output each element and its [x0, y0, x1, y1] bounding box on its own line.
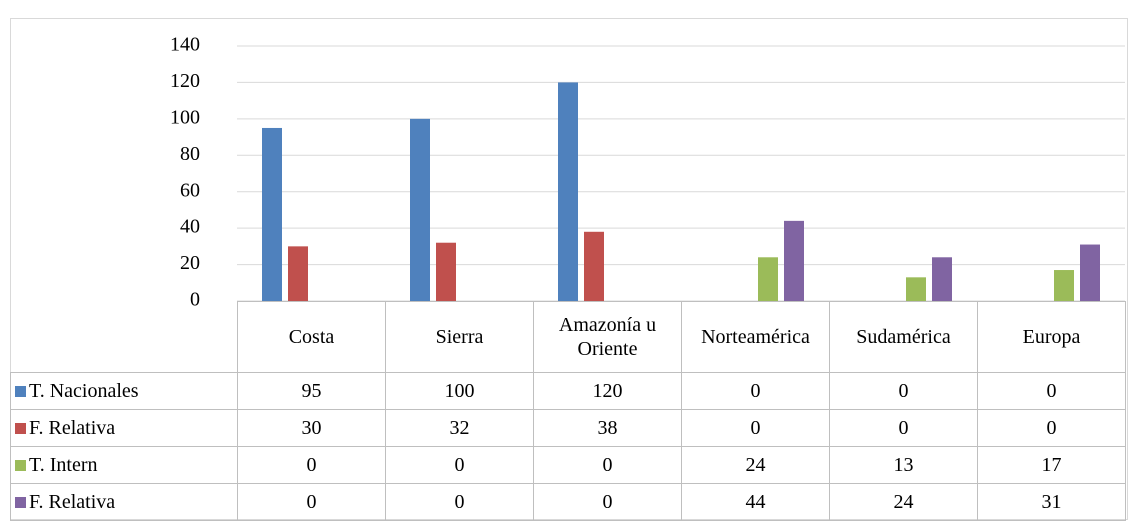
table-value: 31: [977, 483, 1126, 521]
legend-swatch: [15, 386, 26, 397]
y-tick-label: 100: [170, 106, 200, 128]
table-value: 38: [533, 409, 682, 447]
table-value: 17: [977, 446, 1126, 484]
table-value: 0: [385, 446, 534, 484]
legend-swatch: [15, 423, 26, 434]
legend-cell: F. Relativa: [10, 409, 238, 447]
table-value: 44: [681, 483, 830, 521]
category-label: Sierra: [385, 301, 534, 373]
bar: [1054, 270, 1074, 301]
bar: [932, 257, 952, 301]
y-tick-label: 0: [190, 289, 200, 311]
table-row: F. Relativa 30 32 38 0 0 0: [10, 409, 1126, 447]
bar: [436, 242, 456, 301]
table-value: 24: [681, 446, 830, 484]
table-value: 0: [977, 372, 1126, 410]
table-row: T. Nacionales 95 100 120 0 0 0: [10, 372, 1126, 410]
bar: [1080, 244, 1100, 301]
bar: [558, 82, 578, 301]
legend-label: T. Intern: [29, 454, 98, 476]
y-tick-label: 20: [180, 252, 200, 274]
legend-label: F. Relativa: [29, 417, 116, 439]
table-value: 95: [237, 372, 386, 410]
table-value: 120: [533, 372, 682, 410]
legend-label: T. Nacionales: [29, 380, 139, 402]
legend-cell: T. Intern: [10, 446, 238, 484]
table-value: 30: [237, 409, 386, 447]
category-label: Europa: [977, 301, 1126, 373]
bar: [758, 257, 778, 301]
y-tick-label: 80: [180, 143, 200, 165]
category-label: Amazonía u Oriente: [533, 301, 682, 373]
bar: [906, 277, 926, 301]
table-value: 0: [237, 446, 386, 484]
y-tick-label: 140: [170, 34, 200, 56]
category-label: Costa: [237, 301, 386, 373]
table-value: 0: [385, 483, 534, 521]
y-tick-label: 120: [170, 70, 200, 92]
table-value: 100: [385, 372, 534, 410]
table-value: 0: [237, 483, 386, 521]
legend-cell: F. Relativa: [10, 483, 238, 521]
data-table: Costa Sierra Amazonía u Oriente Norteaméric…: [10, 301, 1126, 521]
table-value: 0: [829, 372, 978, 410]
y-tick-label: 60: [180, 179, 200, 201]
table-value: 24: [829, 483, 978, 521]
legend-cell: T. Nacionales: [10, 372, 238, 410]
legend-swatch: [15, 460, 26, 471]
table-value: 32: [385, 409, 534, 447]
bar: [262, 127, 282, 301]
table-value: 0: [533, 483, 682, 521]
table-value: 0: [681, 372, 830, 410]
table-value: 0: [977, 409, 1126, 447]
table-row: T. Intern 0 0 0 24 13 17: [10, 446, 1126, 484]
table-value: 13: [829, 446, 978, 484]
y-tick-label: 40: [180, 216, 200, 238]
category-label: Norteamérica: [681, 301, 830, 373]
category-label: Sudamérica: [829, 301, 978, 373]
bar: [288, 246, 308, 301]
bar: [584, 231, 604, 301]
legend-swatch: [15, 497, 26, 508]
table-value: 0: [533, 446, 682, 484]
bar: [410, 118, 430, 301]
bar: [784, 220, 804, 301]
legend-label: F. Relativa: [29, 491, 116, 513]
corner-cell: [10, 301, 238, 373]
table-row: F. Relativa 0 0 0 44 24 31: [10, 483, 1126, 521]
table-header: Costa Sierra Amazonía u Oriente Norteaméric…: [10, 301, 1126, 373]
table-value: 0: [829, 409, 978, 447]
table-value: 0: [681, 409, 830, 447]
